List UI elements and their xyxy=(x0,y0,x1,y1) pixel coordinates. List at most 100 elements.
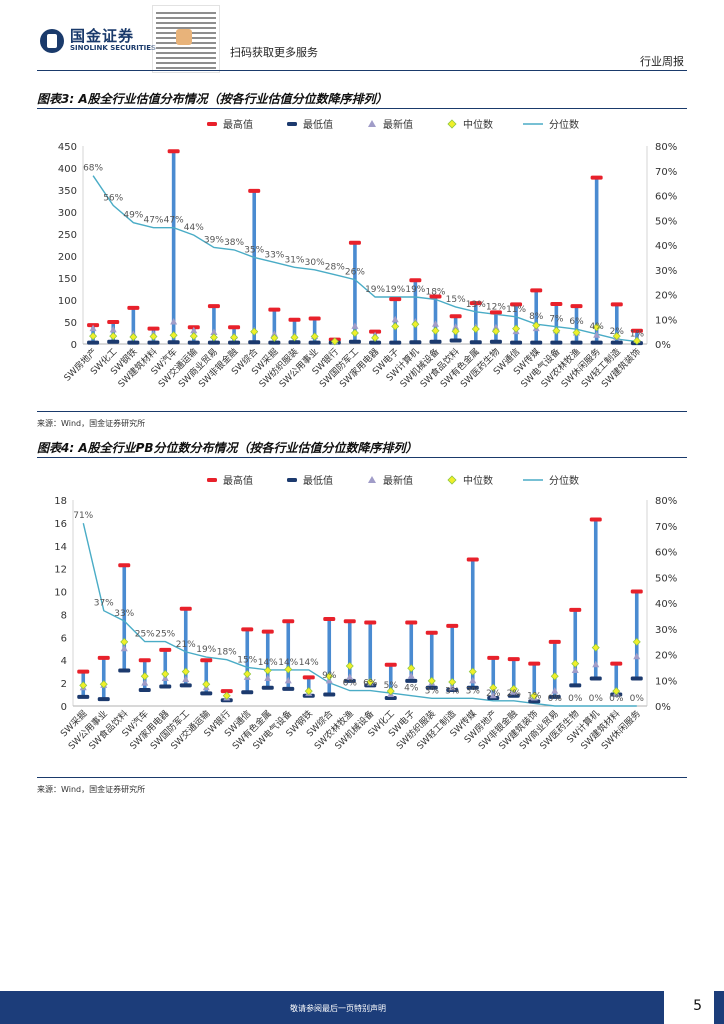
median-marker xyxy=(109,332,118,341)
percentile-label: 0% xyxy=(548,694,563,704)
percentile-label: 39% xyxy=(204,235,224,245)
legend-label: 最低值 xyxy=(303,474,333,487)
median-marker xyxy=(149,332,158,341)
logo-en-text: SINOLINK SECURITIES xyxy=(70,44,157,52)
percentile-label: 3% xyxy=(466,686,481,696)
latest-marker xyxy=(452,323,460,330)
min-marker xyxy=(159,684,172,689)
median-marker xyxy=(350,329,359,337)
legend-max: 最高值 xyxy=(207,118,253,131)
latest-marker xyxy=(407,672,415,679)
max-marker xyxy=(425,630,438,635)
range-bar xyxy=(353,242,357,342)
latest-marker xyxy=(210,328,218,336)
median-marker xyxy=(572,328,581,337)
y2-tick-label: 60% xyxy=(655,548,677,559)
median-marker xyxy=(345,661,354,670)
range-bar xyxy=(306,677,311,696)
y-tick-label: 400 xyxy=(58,164,77,175)
percentile-label: 18% xyxy=(217,648,237,658)
max-marker xyxy=(590,175,603,180)
max-marker xyxy=(466,557,479,562)
max-marker xyxy=(261,629,274,634)
range-bar xyxy=(212,306,216,343)
median-marker xyxy=(451,327,460,336)
percentile-label: 68% xyxy=(83,164,103,174)
percentile-label: 25% xyxy=(135,630,155,640)
range-bar xyxy=(614,663,619,695)
median-marker xyxy=(391,322,400,331)
median-marker xyxy=(79,681,88,690)
min-marker xyxy=(510,340,523,345)
range-bar xyxy=(312,318,317,343)
median-marker xyxy=(325,672,334,681)
median-marker xyxy=(632,637,641,646)
max-marker xyxy=(308,316,321,321)
median-marker xyxy=(99,680,108,689)
legend-max-swatch xyxy=(207,122,217,126)
legend-median: 中位数 xyxy=(447,118,493,131)
max-marker xyxy=(200,658,213,663)
percentile-label: 47% xyxy=(143,216,163,226)
y-tick-label: 0 xyxy=(71,340,77,351)
min-marker xyxy=(449,338,462,343)
min-marker xyxy=(282,686,295,691)
percentile-label: 19% xyxy=(196,645,216,655)
legend-label: 最新值 xyxy=(383,474,413,487)
min-marker xyxy=(200,691,213,696)
min-marker xyxy=(228,340,241,345)
percentile-label: 3% xyxy=(425,686,440,696)
max-marker xyxy=(507,657,520,662)
range-bar xyxy=(409,622,414,681)
latest-marker xyxy=(492,323,500,331)
latest-marker xyxy=(264,674,272,682)
range-bar xyxy=(171,151,176,343)
figure-4-bottom-divider xyxy=(37,777,687,778)
median-marker xyxy=(431,326,440,335)
max-marker xyxy=(228,325,241,330)
legend-label: 最新值 xyxy=(383,118,413,131)
median-marker xyxy=(270,333,279,342)
min-marker xyxy=(589,676,602,681)
median-marker xyxy=(532,321,541,330)
min-marker xyxy=(261,685,274,690)
y-tick-label: 10 xyxy=(54,588,67,599)
max-marker xyxy=(364,620,377,625)
median-marker xyxy=(330,337,339,346)
percentile-label: 28% xyxy=(325,263,345,273)
max-marker xyxy=(159,647,172,652)
percentile-label: 31% xyxy=(284,255,304,265)
min-marker xyxy=(97,697,110,702)
min-marker xyxy=(268,340,281,345)
latest-marker xyxy=(284,676,292,684)
range-bar xyxy=(131,307,136,343)
percentile-label: 6% xyxy=(343,679,358,689)
y2-tick-label: 30% xyxy=(655,266,677,277)
range-bar xyxy=(163,649,168,687)
min-marker xyxy=(409,340,422,345)
min-marker xyxy=(610,340,623,345)
legend-min: 最低值 xyxy=(287,474,333,487)
percentile-label: 49% xyxy=(123,211,143,221)
y-tick-label: 0 xyxy=(61,702,67,713)
y-tick-label: 150 xyxy=(58,274,77,285)
median-marker xyxy=(509,684,518,693)
y2-tick-label: 40% xyxy=(655,241,677,252)
median-marker xyxy=(612,332,621,341)
y2-tick-label: 70% xyxy=(655,167,677,178)
range-bar xyxy=(552,641,557,697)
range-bar xyxy=(286,621,291,689)
latest-marker xyxy=(170,318,178,325)
median-marker xyxy=(530,691,539,700)
percentile-label: 0% xyxy=(630,694,645,704)
range-bar xyxy=(347,621,352,681)
max-marker xyxy=(569,607,582,612)
latest-marker xyxy=(551,687,559,694)
percentile-label: 21% xyxy=(176,640,196,650)
legend-median: 中位数 xyxy=(447,474,493,487)
legend-latest-swatch xyxy=(368,476,376,483)
y-tick-label: 6 xyxy=(61,633,67,644)
percentile-label: 3% xyxy=(445,686,460,696)
max-marker xyxy=(589,517,602,522)
median-marker xyxy=(169,331,178,340)
